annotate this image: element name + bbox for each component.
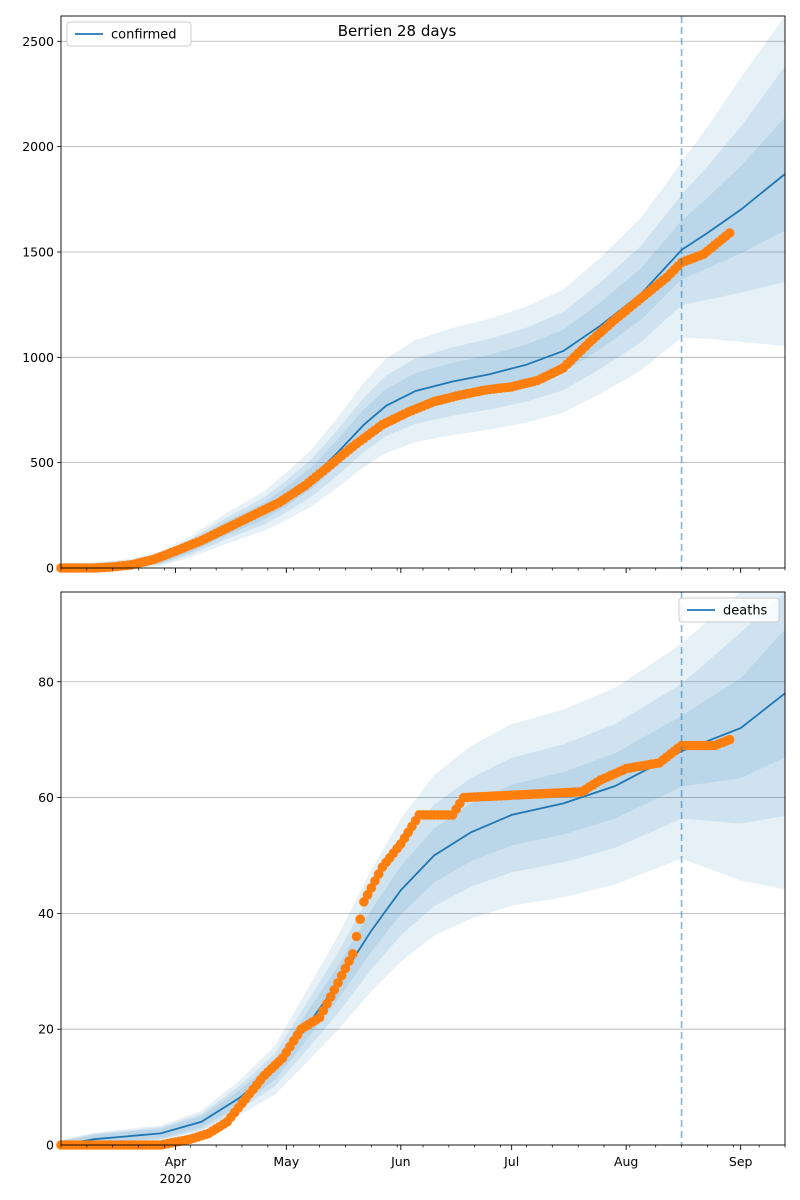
x-tick-sublabel: 2020 <box>160 1171 192 1186</box>
deaths-panel: 0 20 40 60 80 Apr 2020 May Jun Jul Aug Sep deaths <box>38 591 786 1186</box>
observed-point <box>348 949 358 959</box>
x-tick-label: Sep <box>729 1154 753 1169</box>
observed-point <box>724 734 735 745</box>
x-tick-label: May <box>273 1154 299 1169</box>
legend-label: confirmed <box>111 28 177 43</box>
uncertainty-band <box>61 629 785 1145</box>
legend-box <box>678 597 780 623</box>
confirmed-panel: 0 500 1000 1500 2000 2500 Berrien 28 days confi… <box>22 15 786 576</box>
uncertainty-band <box>61 592 785 1145</box>
uncertainty-band <box>61 16 785 568</box>
observed-point <box>333 978 343 988</box>
observed-point <box>351 931 362 942</box>
y-tick-label: 0 <box>46 1138 54 1153</box>
uncertainty-band <box>61 66 785 569</box>
y-tick-label: 2000 <box>22 139 54 154</box>
x-tick-label: Aug <box>614 1154 638 1169</box>
y-tick-label: 80 <box>38 674 54 689</box>
chart-title: Berrien 28 days <box>338 22 457 40</box>
uncertainty-band <box>61 592 785 1145</box>
legend-label: deaths <box>723 604 768 619</box>
observed-point <box>340 963 351 974</box>
y-tick-label: 2500 <box>22 34 54 49</box>
observed-point <box>344 956 354 966</box>
x-tick-label: Jun <box>390 1154 411 1169</box>
legend-box <box>66 21 192 47</box>
y-tick-label: 0 <box>46 561 54 576</box>
y-tick-label: 1500 <box>22 244 54 259</box>
y-tick-label: 40 <box>38 906 54 921</box>
y-tick-label: 1000 <box>22 350 54 365</box>
y-tick-label: 20 <box>38 1022 54 1037</box>
x-tick-label: Jul <box>503 1154 519 1169</box>
x-tick-label: Apr <box>165 1154 187 1169</box>
y-tick-label: 60 <box>38 790 54 805</box>
observed-point <box>724 228 735 238</box>
observed-point <box>355 914 366 924</box>
y-tick-label: 500 <box>30 455 54 470</box>
observed-point <box>336 970 347 981</box>
series-line-deaths <box>60 692 786 1146</box>
